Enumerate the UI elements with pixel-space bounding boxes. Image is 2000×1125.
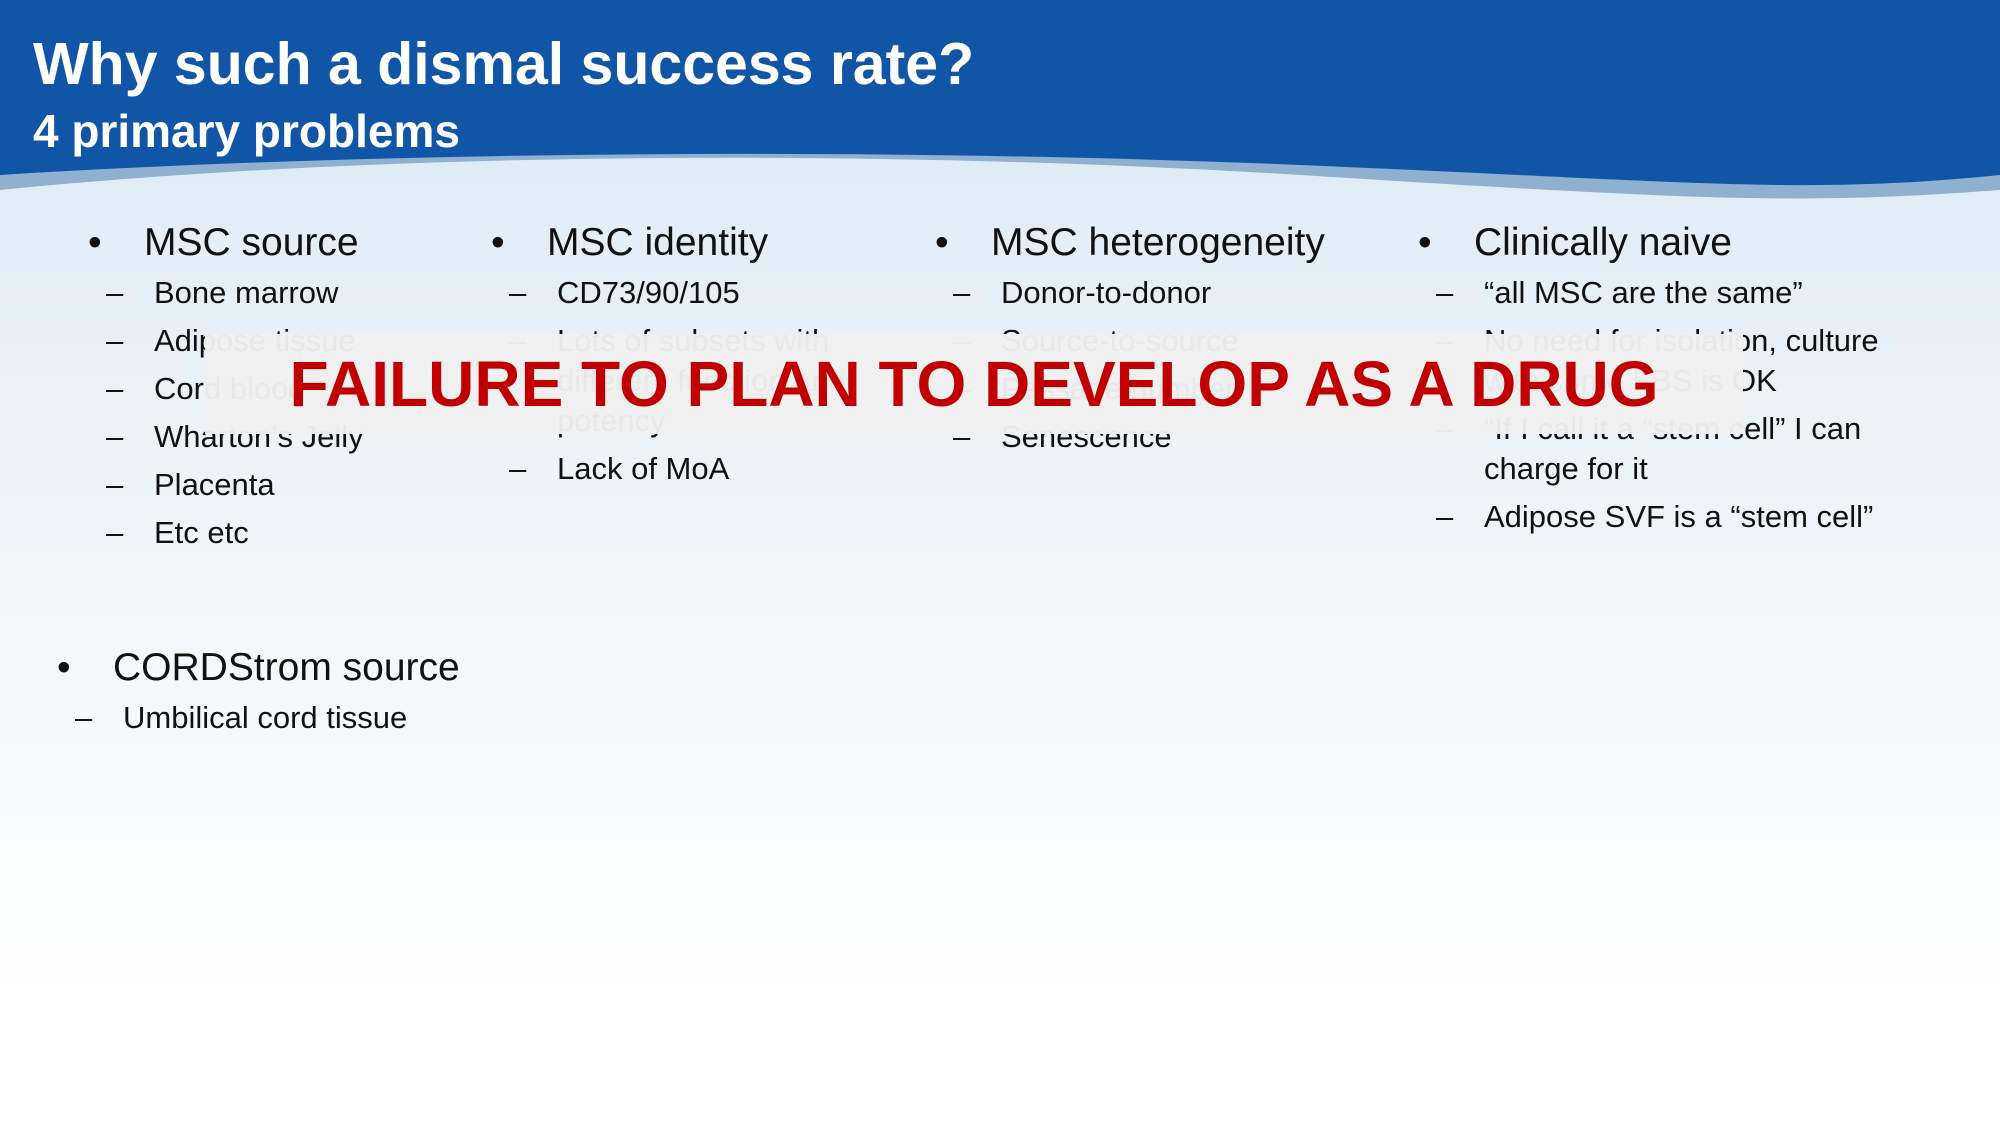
header-band [0, 0, 2000, 199]
sub-item: Umbilical cord tissue [75, 698, 657, 738]
sub-item: Etc etc [106, 513, 468, 553]
bullet-heading: MSC source [88, 220, 468, 267]
banner: FAILURE TO PLAN TO DEVELOP AS A DRUG [205, 334, 1743, 434]
bullet-heading: CORDStrom source [57, 645, 657, 692]
sub-item: Lack of MoA [509, 449, 871, 489]
sub-item: Bone marrow [106, 273, 468, 313]
sub-item: Adipose SVF is a “stem cell” [1436, 497, 1898, 537]
sub-item: CD73/90/105 [509, 273, 871, 313]
bullet-heading: MSC identity [491, 220, 871, 267]
title: Why such a dismal success rate? [33, 31, 975, 97]
sub-item: Placenta [106, 465, 468, 505]
bullet-heading: MSC heterogeneity [935, 220, 1375, 267]
bullet-heading: Clinically naive [1418, 220, 1898, 267]
sub-list: Umbilical cord tissue [57, 698, 657, 738]
bullet-column: CORDStrom source Umbilical cord tissue [57, 645, 657, 746]
sub-item: Donor-to-donor [953, 273, 1375, 313]
subtitle: 4 primary problems [33, 105, 460, 157]
sub-item: “all MSC are the same” [1436, 273, 1898, 313]
